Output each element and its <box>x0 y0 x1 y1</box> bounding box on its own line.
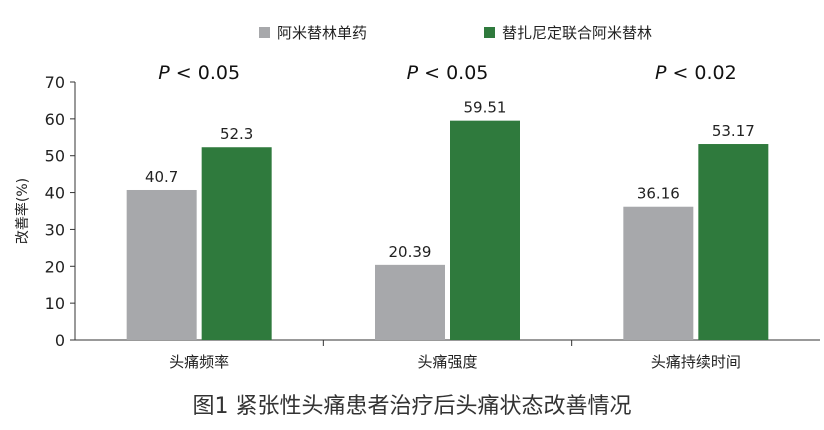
bar-combination-frequency <box>201 147 272 340</box>
bar-amitriptyline-frequency <box>126 189 197 340</box>
p-symbol: P <box>158 62 170 84</box>
y-tick-label: 50 <box>45 147 65 166</box>
data-label-amitriptyline-frequency: 40.7 <box>145 168 178 186</box>
data-label-combination-duration: 53.17 <box>712 122 755 140</box>
figure-caption: 图1 紧张性头痛患者治疗后头痛状态改善情况 <box>192 394 632 419</box>
y-tick-label: 70 <box>45 73 65 92</box>
bar-combination-duration <box>698 144 769 340</box>
p-value-annotation-frequency: P < 0.05 <box>158 62 240 84</box>
x-category-label-frequency: 头痛频率 <box>169 353 229 371</box>
legend-swatch-amitriptyline <box>259 27 270 38</box>
data-label-amitriptyline-intensity: 20.39 <box>389 243 432 261</box>
y-tick-label: 40 <box>45 184 65 203</box>
legend-item-amitriptyline: 阿米替林单药 <box>259 22 367 43</box>
y-axis-label: 改善率(%) <box>14 178 31 244</box>
data-label-combination-frequency: 52.3 <box>220 125 253 143</box>
p-value-annotation-duration: P < 0.02 <box>655 62 737 84</box>
p-threshold: < 0.05 <box>418 62 488 84</box>
y-tick-label: 10 <box>45 294 65 313</box>
legend-swatch-combination <box>484 27 495 38</box>
bar-amitriptyline-intensity <box>375 264 445 340</box>
p-threshold: < 0.02 <box>666 62 736 84</box>
x-category-label-intensity: 头痛强度 <box>417 353 477 371</box>
p-symbol: P <box>655 62 667 84</box>
bar-amitriptyline-duration <box>623 206 694 340</box>
data-label-amitriptyline-duration: 36.16 <box>637 185 680 203</box>
legend-item-combination: 替扎尼定联合阿米替林 <box>484 22 652 43</box>
p-threshold: < 0.05 <box>170 62 240 84</box>
p-value-annotation-intensity: P < 0.05 <box>407 62 489 84</box>
legend: 阿米替林单药 替扎尼定联合阿米替林 <box>0 22 824 46</box>
bar-combination-intensity <box>450 120 520 340</box>
y-tick-label: 0 <box>55 331 65 350</box>
legend-label-combination: 替扎尼定联合阿米替林 <box>502 24 653 42</box>
bar-chart: 0 10 20 30 40 50 60 70 改善率(%) 40.7 52.3 头痛频率 P < 0.0… <box>14 62 820 371</box>
x-category-label-duration: 头痛持续时间 <box>651 353 741 371</box>
y-tick-label: 60 <box>45 110 65 129</box>
p-symbol: P <box>407 62 419 84</box>
y-tick-label: 30 <box>45 220 65 239</box>
legend-label-amitriptyline: 阿米替林单药 <box>277 24 368 42</box>
y-tick-label: 20 <box>45 257 65 276</box>
data-label-combination-intensity: 59.51 <box>464 99 507 117</box>
